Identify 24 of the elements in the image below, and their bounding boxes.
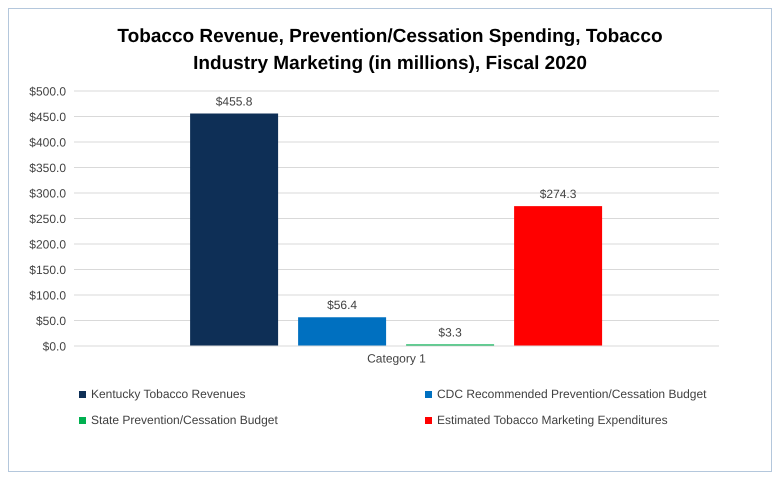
y-tick-label: $150.0 [29, 262, 66, 277]
data-label: $3.3 [438, 325, 462, 340]
y-tick-label: $450.0 [29, 110, 66, 124]
bar [514, 206, 602, 346]
legend-label: CDC Recommended Prevention/Cessation Budget [437, 387, 706, 401]
chart-title: Tobacco Revenue, Prevention/Cessation Spending, Tobacco Industry Marketing (in millions), Fiscal 2020 [116, 25, 664, 76]
bar [298, 317, 386, 346]
data-label: $56.4 [327, 298, 358, 312]
y-tick-label: $50.0 [36, 314, 66, 328]
y-tick-label: $400.0 [29, 135, 66, 150]
y-tick-label: $500.0 [29, 84, 66, 98]
y-tick-label: $100.0 [29, 288, 66, 302]
x-tick-label: Category 1 [367, 352, 426, 366]
data-label: $274.3 [540, 187, 577, 202]
y-tick-label: $350.0 [29, 160, 66, 175]
y-tick-label: $200.0 [29, 237, 66, 252]
legend-label: State Prevention/Cessation Budget [91, 413, 278, 427]
bar [190, 114, 278, 346]
data-label: $455.8 [216, 94, 253, 109]
y-tick-label: $250.0 [29, 212, 66, 226]
y-tick-label: $300.0 [29, 186, 66, 200]
legend-label: Kentucky Tobacco Revenues [91, 387, 246, 401]
y-tick-label: $0.0 [42, 339, 66, 354]
legend-label: Estimated Tobacco Marketing Expenditures [437, 413, 668, 427]
